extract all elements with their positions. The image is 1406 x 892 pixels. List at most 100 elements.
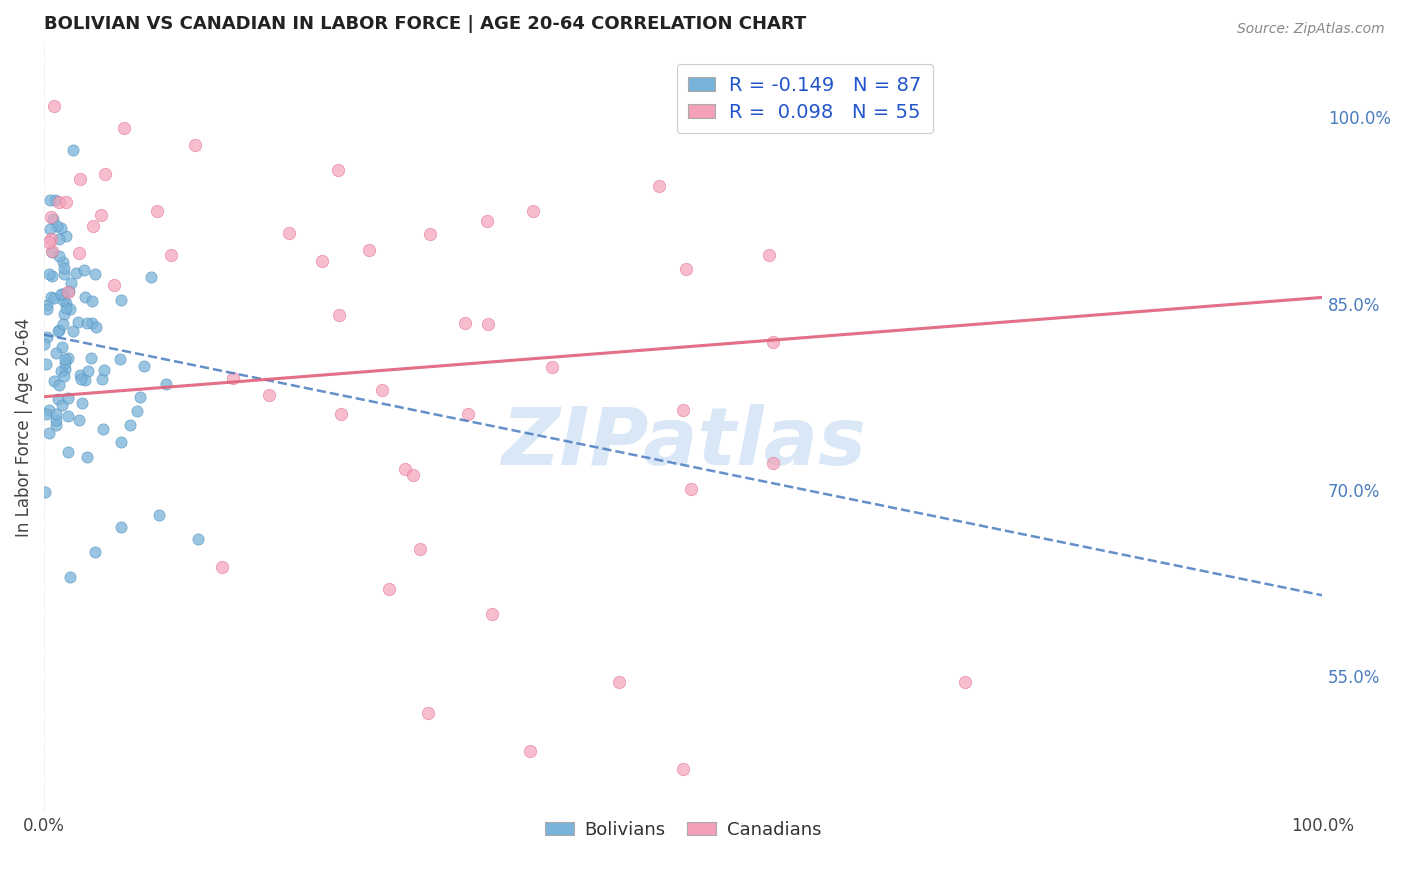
Point — [477, 317, 499, 331]
Point — [76, 316, 98, 330]
Point — [51, 398, 73, 412]
Point — [419, 227, 441, 241]
Point — [67, 246, 90, 260]
Point — [132, 359, 155, 373]
Point — [648, 178, 671, 193]
Point — [45, 346, 67, 360]
Point — [141, 270, 163, 285]
Point — [59, 570, 82, 584]
Point — [41, 244, 63, 258]
Point — [51, 287, 73, 301]
Point — [56, 285, 79, 299]
Point — [52, 261, 75, 276]
Point — [402, 468, 425, 483]
Point — [328, 308, 350, 322]
Point — [53, 308, 76, 322]
Point — [48, 378, 70, 392]
Point — [75, 290, 97, 304]
Point — [477, 214, 499, 228]
Point — [672, 762, 695, 776]
Point — [93, 363, 115, 377]
Point — [53, 356, 76, 370]
Point — [38, 425, 60, 440]
Point — [48, 232, 70, 246]
Point — [42, 99, 65, 113]
Point — [541, 359, 564, 374]
Point — [35, 408, 58, 422]
Point — [118, 417, 141, 432]
Point — [93, 167, 115, 181]
Point — [39, 211, 62, 225]
Point — [70, 396, 93, 410]
Point — [110, 520, 132, 534]
Point — [103, 277, 125, 292]
Point — [762, 456, 785, 470]
Point — [58, 285, 80, 299]
Point — [67, 315, 90, 329]
Text: ZIPatlas: ZIPatlas — [501, 404, 866, 482]
Point — [110, 293, 132, 307]
Point — [49, 364, 72, 378]
Point — [394, 462, 416, 476]
Point — [55, 195, 77, 210]
Point — [53, 352, 76, 367]
Text: BOLIVIAN VS CANADIAN IN LABOR FORCE | AGE 20-64 CORRELATION CHART: BOLIVIAN VS CANADIAN IN LABOR FORCE | AG… — [44, 15, 807, 33]
Point — [454, 316, 477, 330]
Point — [73, 373, 96, 387]
Point — [38, 222, 60, 236]
Point — [35, 357, 58, 371]
Point — [330, 407, 353, 421]
Point — [56, 351, 79, 365]
Point — [183, 137, 205, 152]
Point — [42, 374, 65, 388]
Point — [125, 403, 148, 417]
Point — [84, 267, 107, 281]
Point — [84, 320, 107, 334]
Point — [52, 287, 75, 301]
Point — [55, 301, 77, 315]
Point — [277, 226, 299, 240]
Point — [41, 212, 63, 227]
Point — [409, 541, 432, 556]
Point — [457, 407, 479, 421]
Point — [56, 445, 79, 459]
Point — [69, 171, 91, 186]
Point — [48, 322, 70, 336]
Point — [90, 208, 112, 222]
Point — [110, 434, 132, 449]
Point — [758, 248, 780, 262]
Point — [34, 485, 56, 500]
Point — [53, 369, 76, 384]
Point — [45, 219, 67, 233]
Point — [378, 582, 401, 596]
Point — [39, 193, 62, 207]
Point — [672, 403, 695, 417]
Point — [38, 267, 60, 281]
Point — [69, 372, 91, 386]
Point — [371, 383, 394, 397]
Point — [357, 243, 380, 257]
Point — [60, 277, 83, 291]
Point — [65, 266, 87, 280]
Point — [91, 372, 114, 386]
Point — [146, 203, 169, 218]
Point — [159, 248, 181, 262]
Point — [56, 409, 79, 424]
Point — [35, 330, 58, 344]
Point — [44, 407, 66, 421]
Point — [762, 334, 785, 349]
Point — [52, 293, 75, 307]
Point — [58, 301, 80, 316]
Point — [211, 559, 233, 574]
Point — [76, 450, 98, 464]
Point — [41, 244, 63, 259]
Point — [62, 143, 84, 157]
Point — [129, 391, 152, 405]
Point — [48, 249, 70, 263]
Point — [41, 268, 63, 283]
Point — [35, 298, 58, 312]
Point — [679, 483, 702, 497]
Point — [91, 422, 114, 436]
Point — [84, 545, 107, 559]
Point — [69, 413, 91, 427]
